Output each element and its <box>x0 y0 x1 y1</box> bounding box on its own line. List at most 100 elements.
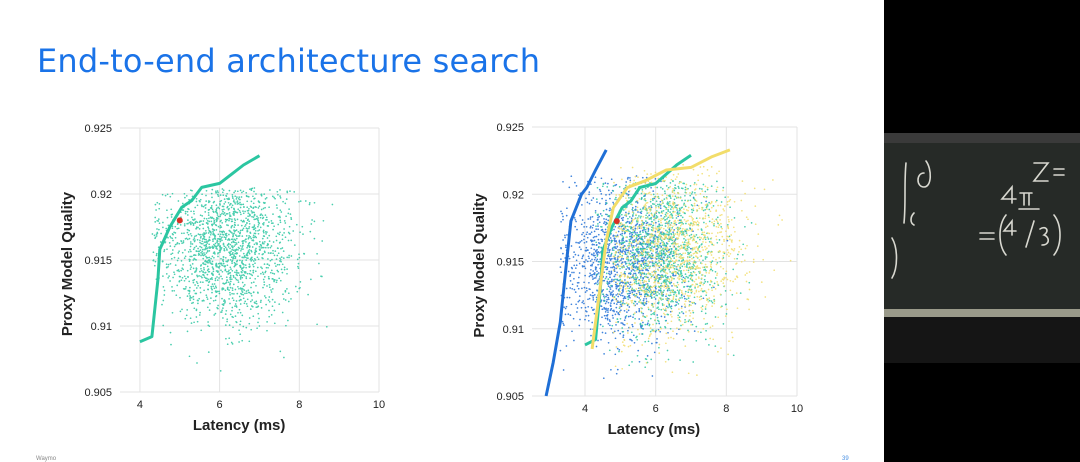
data-point <box>288 225 291 228</box>
data-point <box>219 230 221 233</box>
data-point <box>634 272 637 275</box>
data-point <box>641 324 644 327</box>
data-point <box>634 227 637 230</box>
data-point <box>677 229 680 231</box>
data-point <box>263 193 266 195</box>
data-point <box>244 264 247 266</box>
data-point <box>608 282 611 285</box>
data-point <box>684 290 687 293</box>
data-point <box>710 206 713 209</box>
data-point <box>169 331 172 334</box>
data-point <box>640 215 642 218</box>
data-point <box>587 305 590 308</box>
data-point <box>684 318 686 321</box>
data-point <box>270 220 273 222</box>
data-point <box>716 180 718 183</box>
data-point <box>659 244 661 247</box>
data-point <box>689 192 691 194</box>
data-point <box>637 291 640 293</box>
data-point <box>607 253 610 256</box>
data-point <box>594 277 597 279</box>
data-point <box>684 277 686 280</box>
data-point <box>711 301 714 304</box>
data-point <box>225 235 228 237</box>
data-point <box>574 181 576 184</box>
data-point <box>252 216 255 218</box>
data-point <box>249 236 252 238</box>
data-point <box>203 238 206 241</box>
data-point <box>618 350 620 353</box>
data-point <box>603 296 606 299</box>
data-point <box>722 267 725 270</box>
data-point <box>251 305 254 308</box>
data-point <box>588 193 590 196</box>
data-point <box>293 191 296 193</box>
data-point <box>176 227 179 230</box>
data-point <box>185 277 187 280</box>
data-point <box>217 255 219 258</box>
data-point <box>615 285 617 288</box>
data-point <box>244 224 247 226</box>
data-point <box>565 287 568 290</box>
data-point <box>200 269 203 272</box>
data-point <box>562 215 564 218</box>
data-point <box>680 289 683 292</box>
data-point <box>644 198 646 201</box>
data-point <box>177 200 180 202</box>
data-point <box>650 206 653 209</box>
data-point <box>242 210 244 212</box>
data-point <box>631 339 633 342</box>
data-point <box>564 246 567 249</box>
data-point <box>646 212 649 214</box>
data-point <box>206 240 208 243</box>
data-point <box>204 248 206 251</box>
data-point <box>682 269 685 272</box>
data-point <box>227 270 230 273</box>
data-point <box>228 324 231 326</box>
data-point <box>606 266 609 269</box>
data-point <box>709 260 712 263</box>
data-point <box>189 264 192 267</box>
data-point <box>256 218 259 221</box>
data-point <box>253 257 256 260</box>
data-point <box>612 201 614 204</box>
data-point <box>262 230 265 233</box>
data-point <box>178 270 180 273</box>
data-point <box>644 366 647 369</box>
data-point <box>708 208 711 211</box>
data-point <box>704 308 707 310</box>
data-point <box>645 235 648 238</box>
data-point <box>183 279 186 282</box>
data-point <box>577 276 580 279</box>
data-point <box>607 298 610 301</box>
data-point <box>726 201 729 203</box>
data-point <box>689 199 692 202</box>
data-point <box>205 255 207 258</box>
data-point <box>686 263 688 266</box>
data-point <box>204 271 207 274</box>
data-point <box>231 306 234 309</box>
data-point <box>195 226 198 229</box>
data-point <box>686 262 689 265</box>
data-point <box>240 293 243 296</box>
data-point <box>592 220 595 223</box>
data-point <box>577 287 580 290</box>
data-point <box>615 346 618 348</box>
data-point <box>286 256 289 259</box>
data-point <box>705 256 708 258</box>
data-point <box>700 262 703 265</box>
data-point <box>642 299 645 302</box>
data-point <box>590 306 593 309</box>
data-point <box>229 271 232 274</box>
data-point <box>562 218 564 221</box>
data-point <box>674 274 677 277</box>
data-point <box>623 302 626 305</box>
data-point <box>715 258 717 261</box>
data-point <box>231 287 234 289</box>
data-point <box>621 251 623 253</box>
data-point <box>703 221 705 224</box>
data-point <box>199 265 202 267</box>
data-point <box>251 274 254 277</box>
data-point <box>650 247 653 249</box>
